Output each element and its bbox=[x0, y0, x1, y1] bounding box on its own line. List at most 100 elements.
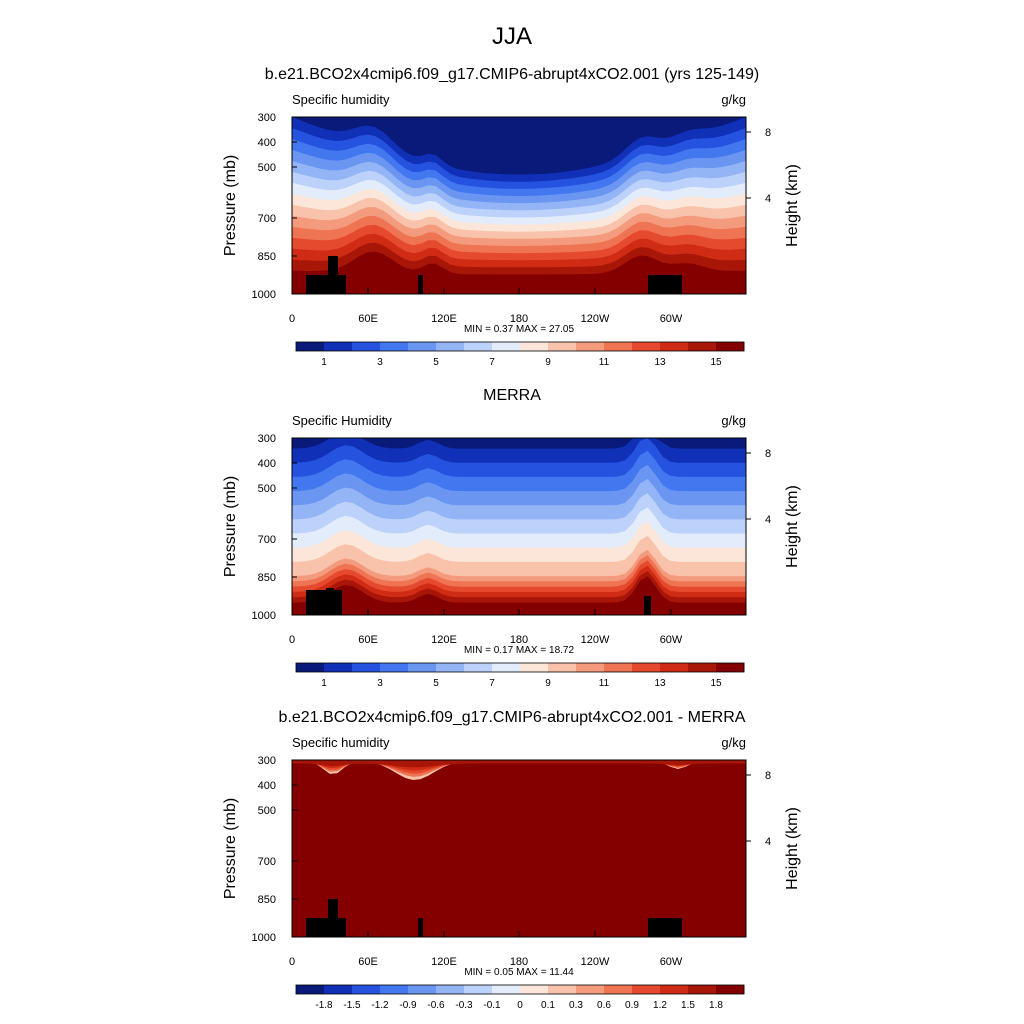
colorbar-label: 5 bbox=[433, 357, 439, 368]
x-tick-label: 0 bbox=[289, 634, 295, 646]
colorbar-swatch bbox=[632, 342, 661, 351]
x-tick-label: 60W bbox=[660, 956, 683, 968]
terrain-mask-3 bbox=[418, 275, 423, 294]
colorbar-swatch bbox=[296, 985, 325, 994]
colorbar-swatch bbox=[492, 342, 521, 351]
colorbar-swatch bbox=[632, 663, 661, 672]
colorbar-label: 5 bbox=[433, 678, 439, 689]
colorbar-swatch bbox=[716, 985, 745, 994]
terrain-mask-1 bbox=[306, 275, 346, 294]
y-tick-label: 700 bbox=[258, 856, 276, 868]
terrain-mask-1 bbox=[306, 918, 346, 937]
colorbar-label: 3 bbox=[377, 678, 383, 689]
colorbar-swatch bbox=[380, 342, 409, 351]
x-tick-label: 120W bbox=[581, 313, 610, 325]
panel-title: MERRA bbox=[483, 387, 541, 404]
colorbar-label: -0.6 bbox=[427, 1000, 445, 1011]
x-tick-label: 120W bbox=[581, 634, 610, 646]
colorbar-swatch bbox=[688, 663, 717, 672]
y-tick-label: 500 bbox=[258, 805, 276, 817]
y-tick-label: 850 bbox=[258, 251, 276, 263]
colorbar-swatch bbox=[380, 663, 409, 672]
y-axis-label: Pressure (mb) bbox=[222, 476, 239, 577]
x-tick-label: 60W bbox=[660, 313, 683, 325]
contour-band-1 bbox=[292, 117, 746, 175]
colorbar-swatch bbox=[688, 342, 717, 351]
x-tick-label: 120E bbox=[431, 634, 457, 646]
panel-left-string: Specific Humidity bbox=[292, 413, 392, 428]
colorbar-label: 7 bbox=[489, 357, 495, 368]
colorbar-swatch bbox=[716, 342, 745, 351]
y-axis-label: Pressure (mb) bbox=[222, 155, 239, 256]
colorbar-swatch bbox=[408, 663, 437, 672]
y2-axis-label: Height (km) bbox=[784, 485, 801, 568]
y-tick-label: 850 bbox=[258, 572, 276, 584]
colorbar-swatch bbox=[296, 663, 325, 672]
colorbar-swatch bbox=[464, 342, 493, 351]
terrain-mask-2 bbox=[328, 899, 338, 937]
x-tick-label: 180 bbox=[510, 313, 528, 325]
colorbar-swatch bbox=[660, 663, 689, 672]
x-tick-label: 120W bbox=[581, 956, 610, 968]
contour-band-15 bbox=[292, 760, 746, 768]
colorbar-swatch bbox=[492, 985, 521, 994]
colorbar-swatch bbox=[660, 342, 689, 351]
colorbar-swatch bbox=[436, 342, 465, 351]
contour-band-base bbox=[292, 760, 746, 937]
y2-axis-label: Height (km) bbox=[784, 807, 801, 890]
colorbar-label: -0.1 bbox=[483, 1000, 501, 1011]
colorbar-label: 9 bbox=[545, 357, 551, 368]
colorbar-label: -0.3 bbox=[455, 1000, 473, 1011]
chart-panel-3: b.e21.BCO2x4cmip6.f09_g17.CMIP6-abrupt4x… bbox=[222, 709, 801, 1011]
colorbar-label: -1.8 bbox=[315, 1000, 333, 1011]
colorbar-label: 0.3 bbox=[569, 1000, 583, 1011]
x-tick-label: 60E bbox=[358, 313, 378, 325]
colorbar-swatch bbox=[716, 663, 745, 672]
terrain-mask-4 bbox=[648, 918, 682, 937]
y-tick-label: 1000 bbox=[252, 610, 276, 622]
y-tick-label: 1000 bbox=[252, 932, 276, 944]
colorbar-label: -1.5 bbox=[343, 1000, 361, 1011]
colorbar-label: -0.9 bbox=[399, 1000, 417, 1011]
colorbar-label: 1.5 bbox=[681, 1000, 695, 1011]
colorbar-swatch bbox=[492, 663, 521, 672]
contour-field bbox=[292, 760, 746, 937]
colorbar-swatch bbox=[464, 985, 493, 994]
x-tick-label: 60E bbox=[358, 634, 378, 646]
stats-label: MIN = 0.37 MAX = 27.05 bbox=[464, 324, 574, 335]
colorbar-label: 11 bbox=[599, 357, 610, 368]
colorbar-swatch bbox=[604, 985, 633, 994]
colorbar-frame bbox=[295, 984, 745, 995]
colorbar-swatch bbox=[632, 985, 661, 994]
colorbar-swatch bbox=[520, 985, 549, 994]
panel-right-string: g/kg bbox=[721, 413, 746, 428]
colorbar-swatch bbox=[576, 342, 605, 351]
terrain-mask-2 bbox=[328, 256, 338, 294]
y-tick-label: 1000 bbox=[252, 289, 276, 301]
x-tick-label: 180 bbox=[510, 956, 528, 968]
colorbar-label: -1.2 bbox=[371, 1000, 389, 1011]
colorbar-swatch bbox=[604, 663, 633, 672]
x-tick-label: 60E bbox=[358, 956, 378, 968]
terrain-mask-4 bbox=[644, 596, 651, 615]
colorbar-swatch bbox=[576, 985, 605, 994]
colorbar-label: 0 bbox=[517, 1000, 523, 1011]
colorbar-label: 7 bbox=[489, 678, 495, 689]
y-tick-label: 300 bbox=[258, 755, 276, 767]
y-tick-label: 700 bbox=[258, 534, 276, 546]
colorbar-label: 9 bbox=[545, 678, 551, 689]
y2-tick-label: 4 bbox=[765, 836, 771, 848]
colorbar-swatch bbox=[408, 342, 437, 351]
colorbar-label: 3 bbox=[377, 357, 383, 368]
x-tick-label: 0 bbox=[289, 313, 295, 325]
colorbar-label: 1.8 bbox=[709, 1000, 723, 1011]
colorbar-swatch bbox=[464, 663, 493, 672]
colorbar-label: 0.6 bbox=[597, 1000, 611, 1011]
y-tick-label: 300 bbox=[258, 433, 276, 445]
panel-left-string: Specific humidity bbox=[292, 92, 390, 107]
figure-title: JJA bbox=[492, 23, 532, 50]
colorbar-swatch bbox=[352, 342, 381, 351]
colorbar-swatch bbox=[380, 985, 409, 994]
panel-left-string: Specific humidity bbox=[292, 735, 390, 750]
